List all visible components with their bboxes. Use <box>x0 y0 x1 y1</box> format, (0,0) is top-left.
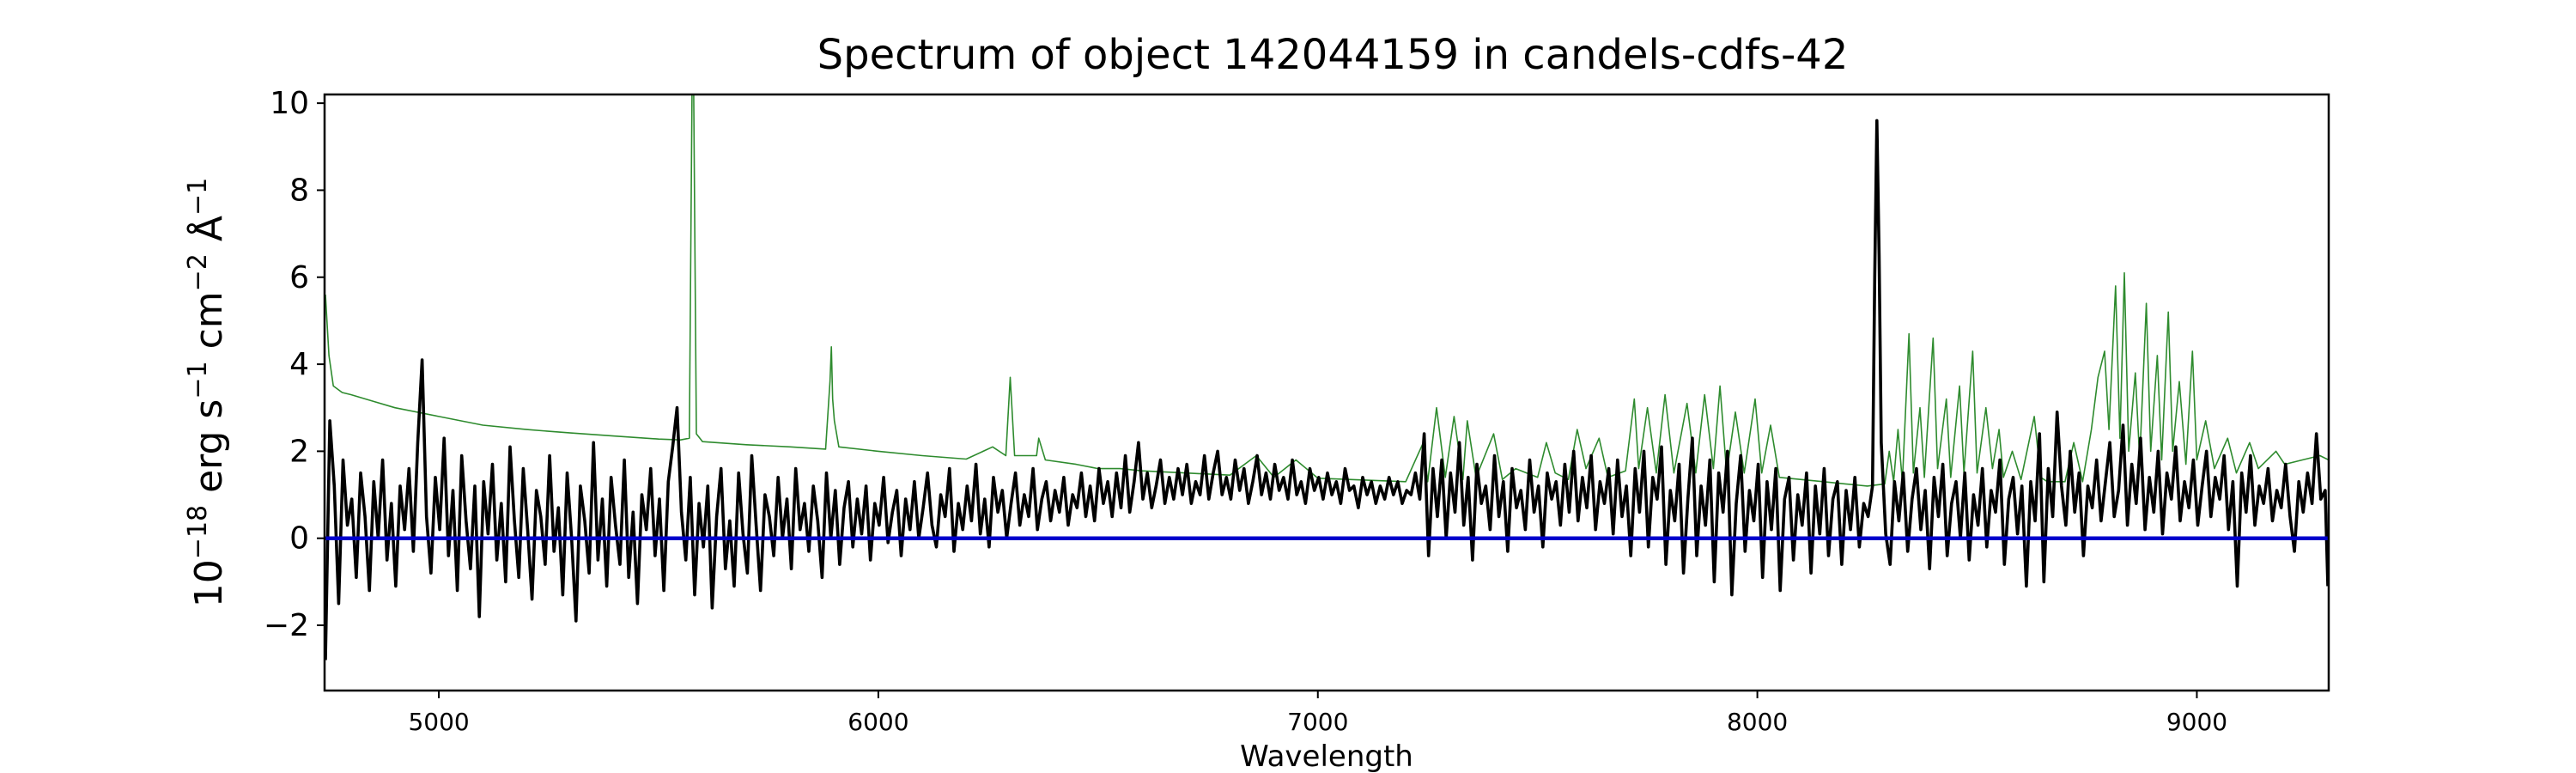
y-axis-label-mid3: Å <box>185 216 231 253</box>
series-layer <box>325 94 2329 660</box>
y-tick-label: 4 <box>289 347 309 382</box>
y-tick-label: 0 <box>289 521 309 557</box>
x-tick-label: 9000 <box>2166 708 2227 736</box>
x-tick-label: 7000 <box>1287 708 1348 736</box>
x-tick-label: 6000 <box>848 708 908 736</box>
y-tick-label: 2 <box>289 434 309 469</box>
y-axis-label-exp3: −2 <box>183 253 213 291</box>
y-tick-label: 10 <box>270 86 309 121</box>
y-axis-label-mid1: erg s <box>187 399 231 505</box>
chart-title: Spectrum of object 142044159 in candels-… <box>817 31 1849 79</box>
y-axis-ticks: −2 0 2 4 6 8 10 <box>264 86 325 643</box>
y-axis-label-prefix: 10 <box>187 559 231 607</box>
y-axis-label-mid2: cm <box>187 291 231 361</box>
flux-series-line <box>325 119 2329 660</box>
plot-frame <box>323 93 2330 692</box>
x-axis-ticks: 5000 6000 7000 8000 9000 <box>408 691 2227 736</box>
x-axis-label: Wavelength <box>1240 740 1413 773</box>
sky-series-line <box>325 94 2329 487</box>
y-axis-label-exp4: −1 <box>183 178 213 216</box>
x-tick-label: 5000 <box>408 708 469 736</box>
y-axis-label-exp1: −18 <box>183 505 213 559</box>
y-tick-label: −2 <box>264 608 309 643</box>
y-tick-label: 6 <box>289 260 309 295</box>
y-axis-label-exp2: −1 <box>183 361 213 399</box>
x-tick-label: 8000 <box>1727 708 1788 736</box>
y-axis-label: 10−18 erg s−1 cm−2 Å−1 <box>183 178 231 607</box>
y-tick-label: 8 <box>289 173 309 208</box>
